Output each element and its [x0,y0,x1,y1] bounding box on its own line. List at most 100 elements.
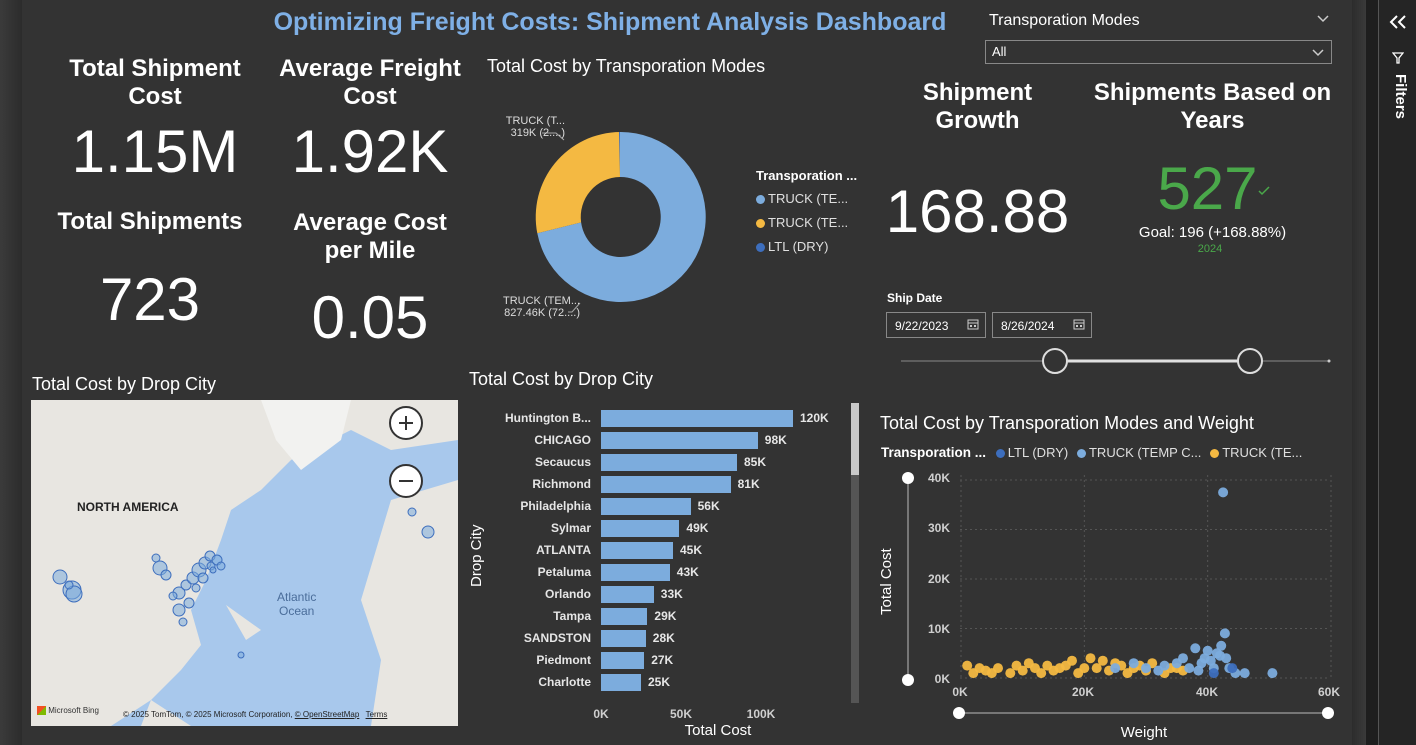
ship-date-title: Ship Date [887,291,943,305]
scatter-x-tick: 40K [1195,685,1218,699]
bar[interactable] [601,432,758,449]
scatter-point [986,668,997,679]
terms-link[interactable]: Terms [365,710,388,719]
bar[interactable] [601,498,691,515]
bar-category-label: Huntington B... [505,411,591,425]
donut-label-top-name: TRUCK (T... [505,115,565,127]
scatter-point [1193,665,1204,676]
scatter-legend-item-truck-te[interactable]: TRUCK (TE... [1210,445,1302,460]
bar-category-label: CHICAGO [534,433,591,447]
donut-chart[interactable] [480,100,880,330]
shipments-goal: Goal: 196 (+168.88%) [1138,224,1287,241]
report-canvas: Optimizing Freight Costs: Shipment Analy… [0,0,1366,745]
collapse-chevrons-icon[interactable] [1388,14,1408,30]
scatter-legend: Transporation ... LTL (DRY) TRUCK (TEMP … [881,445,1302,460]
bar-chart[interactable]: Huntington B... 120K CHICAGO 98K Secaucus 85K… [490,405,840,700]
bar[interactable] [601,454,737,471]
minus-icon [399,480,413,482]
bar-value-label: 29K [654,609,677,623]
bar-value-label: 98K [764,433,787,447]
chevron-down-icon[interactable] [1316,14,1330,24]
scatter-legend-item-truck-temp-c[interactable]: TRUCK (TEMP C... [1076,445,1201,460]
scatter-point [1208,668,1219,679]
bar[interactable] [601,674,641,691]
total-shipment-cost-value: 1.15M [71,118,239,185]
bar[interactable] [601,586,654,603]
filter-funnel-icon [1392,52,1404,64]
bar-value-label: 56K [697,499,720,513]
bar-category-label: Secaucus [534,455,591,469]
bar-chart-scrollbar[interactable] [851,403,859,703]
scatter-y-slider[interactable] [898,470,918,690]
scatter-point [1091,663,1102,674]
slider-handle-start [1042,348,1068,374]
scatter-ylabel: Total Cost [878,548,895,615]
ship-date-start-value: 9/22/2023 [895,319,949,333]
legend-label: LTL (DRY) [1007,445,1069,460]
bar-category-label: Richmond [532,477,591,491]
legend-label: LTL (DRY) [768,239,829,254]
donut-leader-top [542,132,565,141]
bar[interactable] [601,542,673,559]
bar-chart-title: Total Cost by Drop City [469,369,654,389]
scatter-point [1141,663,1151,674]
legend-dot-icon [756,243,765,253]
bar[interactable] [601,652,645,669]
check-icon [1258,186,1270,196]
legend-label: TRUCK (TE... [1222,445,1303,460]
scatter-point [1219,628,1230,639]
map-visual[interactable]: NORTH AMERICA Atlantic Ocean Microsoft [31,400,458,726]
donut-legend-item-2[interactable]: TRUCK (TE... [756,215,857,230]
slider-handle-bottom [902,674,914,686]
scatter-legend-item-ltl[interactable]: LTL (DRY) [995,445,1069,460]
ship-date-end-input[interactable]: 8/26/2024 [992,312,1092,338]
scatter-point [1239,668,1250,679]
scatter-y-tick: 30K [927,521,950,535]
scatter-y-tick: 0K [934,672,950,686]
bar[interactable] [601,630,646,647]
bing-logo: Microsoft Bing [37,706,99,716]
bar-value-label: 28K [652,631,675,645]
map-label-ocean: Atlantic Ocean [277,590,316,618]
bar-value-label: 33K [660,587,683,601]
donut-legend-item-3[interactable]: LTL (DRY) [756,239,857,254]
map-label-ocean-2: Ocean [279,604,315,618]
scatter-y-tick: 20K [927,572,950,586]
bar-value-label: 45K [680,543,703,557]
map-zoom-in-button[interactable] [389,406,423,440]
bar[interactable] [601,520,680,537]
scatter-point [1184,663,1195,674]
bar[interactable] [601,476,731,493]
scatter-point [1011,660,1022,671]
slider-handle-right [1322,707,1334,719]
ship-date-end-value: 8/26/2024 [1001,319,1055,333]
ship-date-slider[interactable] [895,345,1335,377]
ship-date-start-input[interactable]: 9/22/2023 [886,312,986,338]
scatter-xlabel: Weight [1120,724,1168,741]
donut-slice-ltl [619,131,620,177]
scatter-plot[interactable] [960,475,1332,683]
bar[interactable] [601,564,670,581]
filters-pane[interactable]: Filters [1378,0,1416,745]
canvas-right-edge [1352,0,1366,745]
calendar-icon [967,319,979,330]
bar-category-label: ATLANTA [536,543,591,557]
scatter-point [1227,663,1238,674]
scatter-x-slider[interactable] [950,703,1338,723]
modes-dropdown[interactable]: All [985,40,1332,64]
bar[interactable] [601,410,793,427]
average-cost-per-mile-label: Average Cost per Mile [293,209,447,264]
total-shipments-value: 723 [99,266,201,333]
scrollbar-thumb[interactable] [851,403,859,475]
shipment-growth-label: Shipment Growth [922,79,1033,134]
donut-legend-item-1[interactable]: TRUCK (TE... [756,191,857,206]
donut-leader-bottom [568,302,581,313]
scatter-point [1048,665,1059,676]
scatter-point [1085,653,1096,664]
bar[interactable] [601,608,648,625]
map-bubbles[interactable] [31,400,458,726]
map-basemap [31,400,458,726]
map-zoom-out-button[interactable] [389,464,423,498]
legend-dot-icon [1210,449,1220,459]
osm-link[interactable]: © OpenStreetMap [294,710,360,719]
